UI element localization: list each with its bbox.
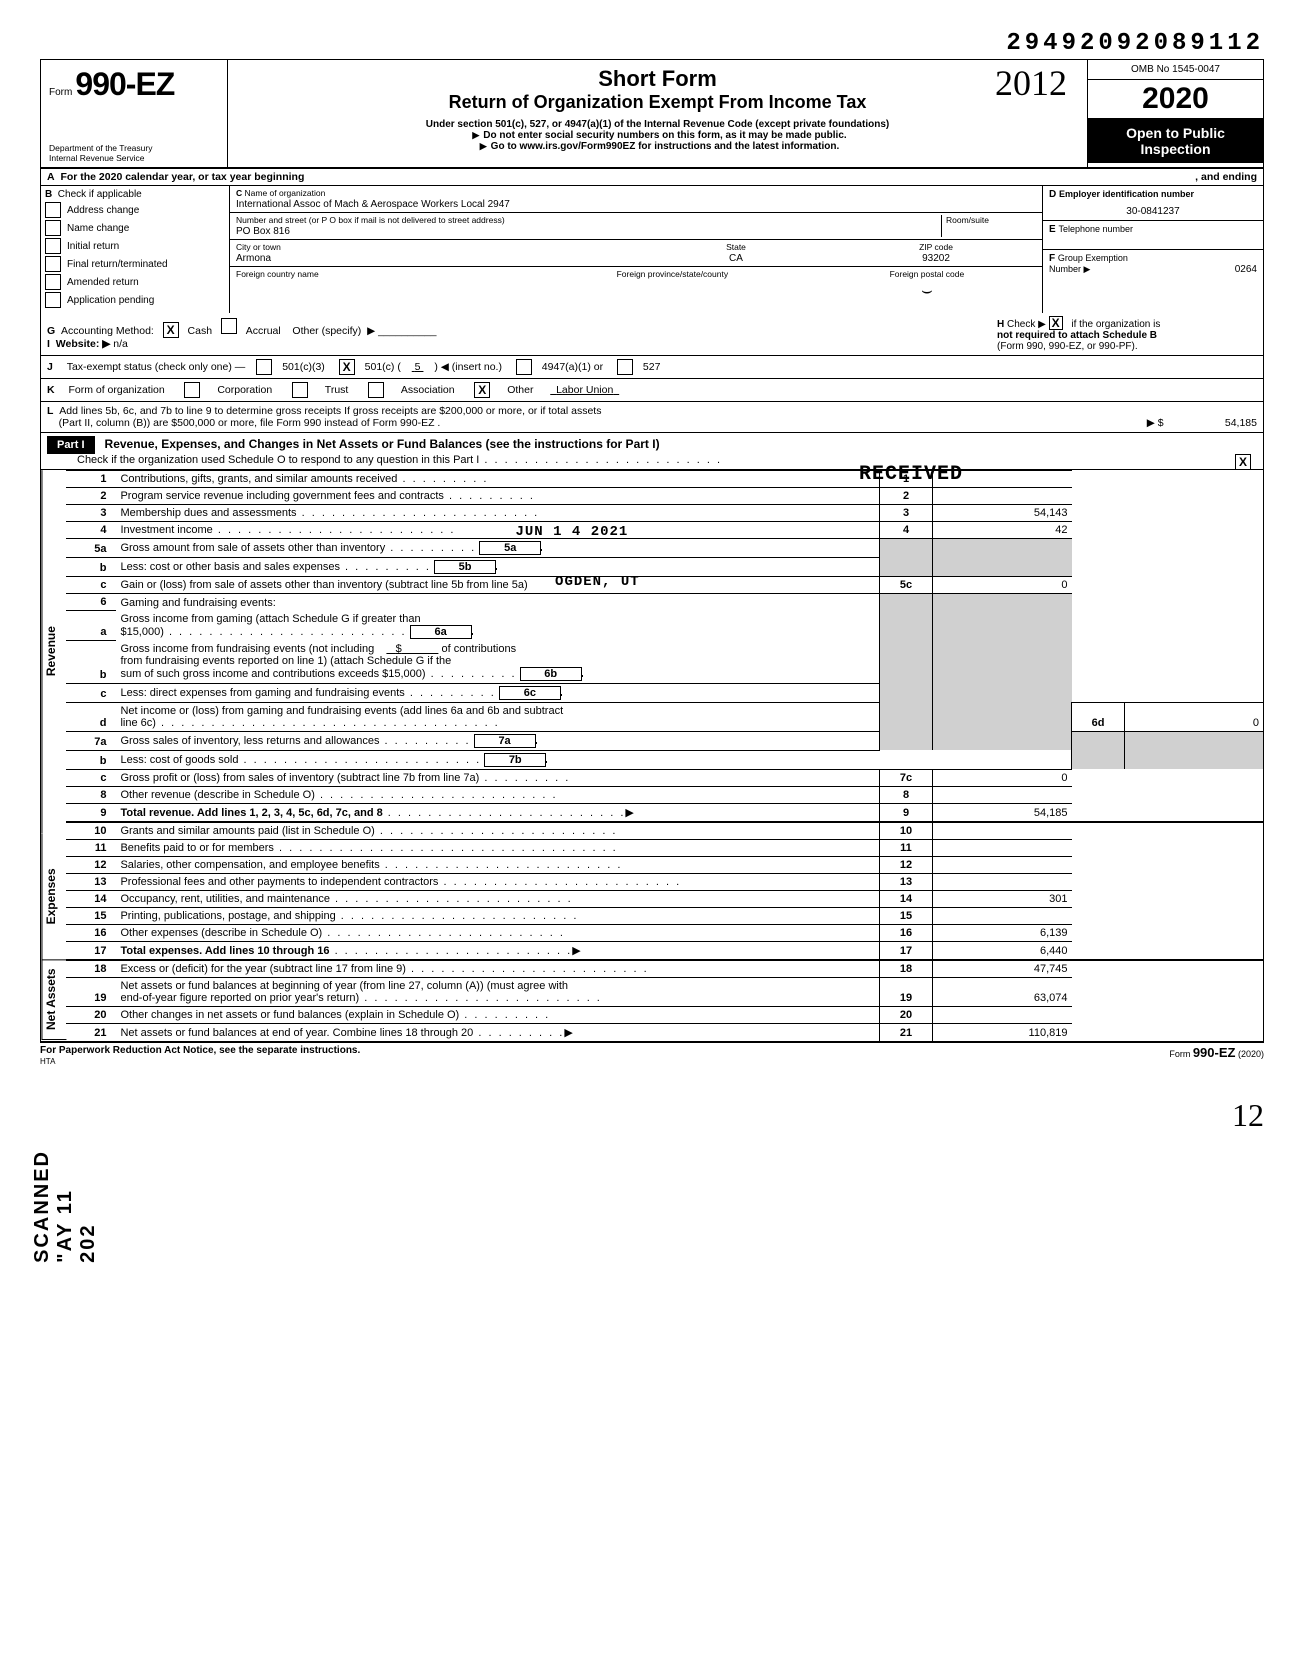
amt-18: 47,745: [933, 960, 1072, 978]
addr-state: CA: [729, 253, 743, 264]
chk-pending[interactable]: [45, 292, 61, 308]
page-number: 12: [40, 1097, 1264, 1134]
received-stamp: RECEIVED: [859, 463, 963, 486]
side-expenses: Expenses: [41, 833, 66, 960]
subtitle-3: Go to www.irs.gov/Form990EZ for instruct…: [232, 141, 1083, 152]
amt-10: [933, 822, 1072, 840]
other-org-val: Labor Union: [556, 384, 613, 396]
amt-3: 54,143: [933, 505, 1072, 522]
title-return: Return of Organization Exempt From Incom…: [232, 92, 1083, 113]
amt-12: [933, 856, 1072, 873]
amt-20: [933, 1006, 1072, 1023]
form-number: 990-EZ: [75, 66, 174, 102]
header-right: OMB No 1545-0047 2020 Open to PublicInsp…: [1087, 60, 1263, 167]
form-header: Form 990-EZ Department of the TreasuryIn…: [40, 59, 1264, 169]
amt-16: 6,139: [933, 924, 1072, 941]
chk-corp[interactable]: [184, 382, 200, 398]
open-to-public: Open to PublicInspection: [1088, 119, 1263, 163]
chk-4947[interactable]: [516, 359, 532, 375]
amt-13: [933, 873, 1072, 890]
column-c: C Name of organization International Ass…: [230, 186, 1043, 313]
group-exemption: 0264: [1235, 264, 1257, 275]
lines-table: 1 Contributions, gifts, grants, and simi…: [66, 470, 1263, 1041]
amt-7c: 0: [933, 769, 1072, 786]
chk-final[interactable]: [45, 256, 61, 272]
chk-other-org[interactable]: X: [474, 382, 490, 398]
form-ref: Form 990-EZ (2020): [1169, 1045, 1264, 1067]
page-footer: For Paperwork Reduction Act Notice, see …: [40, 1042, 1264, 1067]
chk-accrual[interactable]: [221, 318, 237, 334]
part-i-header: Part I Revenue, Expenses, and Changes in…: [40, 433, 1264, 470]
chk-schedule-o[interactable]: X: [1235, 454, 1251, 470]
chk-amended[interactable]: [45, 274, 61, 290]
row-k: K Form of organization Corporation Trust…: [40, 379, 1264, 402]
omb-number: OMB No 1545-0047: [1088, 60, 1263, 80]
dept-treasury: Department of the TreasuryInternal Reven…: [49, 143, 152, 163]
amt-4: 42: [933, 522, 1072, 539]
chk-501c[interactable]: X: [339, 359, 355, 375]
amt-9: 54,185: [933, 803, 1072, 822]
gross-receipts: 54,185: [1225, 417, 1257, 429]
section-bcdef: B Check if applicable Address change Nam…: [40, 186, 1264, 313]
chk-trust[interactable]: [292, 382, 308, 398]
amt-19: 63,074: [933, 977, 1072, 1006]
website: n/a: [113, 338, 128, 350]
subtitle-1: Under section 501(c), 527, or 4947(a)(1)…: [232, 119, 1083, 130]
amt-6d: 0: [1125, 702, 1264, 731]
chk-initial[interactable]: [45, 238, 61, 254]
form-prefix: Form: [49, 87, 72, 98]
chk-cash[interactable]: X: [163, 322, 179, 338]
amt-15: [933, 907, 1072, 924]
title-short-form: Short Form: [232, 66, 1083, 92]
amt-14: 301: [933, 890, 1072, 907]
amt-11: [933, 839, 1072, 856]
scanned-stamp: SCANNED "AY 11 202: [31, 1150, 100, 1263]
insert-no: 5: [415, 361, 421, 373]
header-left: Form 990-EZ Department of the TreasuryIn…: [41, 60, 228, 167]
addr-zip: 93202: [922, 253, 950, 264]
side-netassets: Net Assets: [41, 960, 66, 1040]
addr-street: PO Box 816: [236, 226, 290, 237]
date-stamp: JUN 1 4 2021: [515, 524, 628, 540]
chk-501c3[interactable]: [256, 359, 272, 375]
ein: 30-0841237: [1049, 200, 1257, 217]
amt-17: 6,440: [933, 941, 1072, 960]
column-def: D Employer identification number 30-0841…: [1043, 186, 1263, 313]
addr-city: Armona: [236, 253, 271, 264]
chk-name[interactable]: [45, 220, 61, 236]
amt-21: 110,819: [933, 1023, 1072, 1041]
part-i-body: SCANNED "AY 11 202 Revenue Expenses Net …: [40, 470, 1264, 1042]
header-center: 2012 Short Form Return of Organization E…: [228, 60, 1087, 167]
place-stamp: OGDEN, UT: [555, 574, 640, 590]
chk-h[interactable]: X: [1049, 316, 1063, 330]
chk-assoc[interactable]: [368, 382, 384, 398]
amt-8: [933, 786, 1072, 803]
row-j: J Tax-exempt status (check only one) — 5…: [40, 356, 1264, 379]
amt-5c: 0: [933, 577, 1072, 594]
amt-2: [933, 488, 1072, 505]
tracking-number: 29492092089112: [40, 30, 1264, 57]
row-l: L Add lines 5b, 6c, and 7b to line 9 to …: [40, 402, 1264, 433]
side-revenue: Revenue: [41, 470, 66, 833]
part-i-label: Part I: [47, 436, 95, 454]
subtitle-2: Do not enter social security numbers on …: [232, 130, 1083, 141]
column-b: B Check if applicable Address change Nam…: [41, 186, 230, 313]
row-g-h: G Accounting Method: X Cash Accrual Othe…: [40, 313, 1264, 356]
handwritten-year: 2012: [995, 62, 1067, 104]
row-a: A For the 2020 calendar year, or tax yea…: [40, 169, 1264, 186]
chk-527[interactable]: [617, 359, 633, 375]
chk-address[interactable]: [45, 202, 61, 218]
org-name: International Assoc of Mach & Aerospace …: [236, 199, 510, 210]
tax-year: 2020: [1088, 80, 1263, 119]
